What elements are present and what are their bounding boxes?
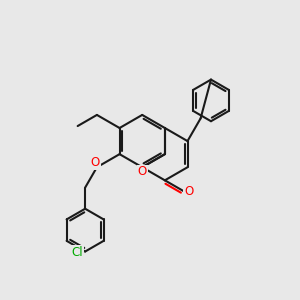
Text: O: O — [91, 156, 100, 169]
Text: O: O — [138, 166, 147, 178]
Text: O: O — [184, 185, 193, 198]
Text: Cl: Cl — [71, 246, 82, 259]
